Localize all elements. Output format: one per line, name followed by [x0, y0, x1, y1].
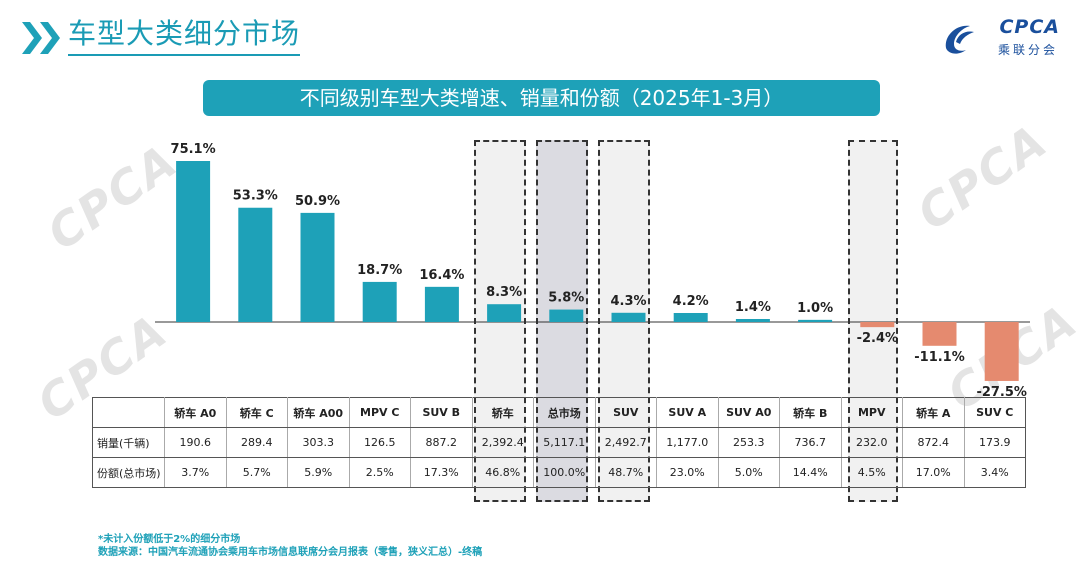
table-cell: 2,392.4: [471, 427, 534, 458]
bar-value-label-11: -2.4%: [857, 331, 898, 346]
bar-5: [487, 304, 522, 322]
table-header-cell: SUV B: [410, 397, 473, 428]
footnote: *未计入份额低于2%的细分市场 数据来源：中国汽车流通协会乘用车市场信息联席分会…: [98, 533, 482, 559]
table-cell: 887.2: [410, 427, 473, 458]
bar-13: [984, 322, 1019, 381]
bar-11: [860, 322, 895, 328]
bar-7: [611, 312, 646, 322]
table-cell: 173.9: [963, 427, 1026, 458]
footnote-line-1: *未计入份额低于2%的细分市场: [98, 534, 241, 545]
table-cell: 5.9%: [287, 457, 350, 488]
bar-4: [424, 286, 459, 322]
bar-8: [673, 312, 708, 322]
bar-10: [798, 319, 833, 322]
bar-value-label-1: 53.3%: [233, 189, 278, 204]
bar-12: [922, 322, 957, 346]
table-cell: 303.3: [287, 427, 350, 458]
table-row: 份额(总市场) 3.7% 5.7% 5.9% 2.5% 17.3% 46.8% 100.0% 4…: [92, 457, 1026, 488]
footnote-line-2: 数据来源：中国汽车流通协会乘用车市场信息联席分会月报表（零售，狭义汇总）-终稿: [98, 547, 483, 558]
table-header-cell: 轿车 A: [902, 397, 965, 428]
table-cell: 17.3%: [410, 457, 473, 488]
table-cell: 23.0%: [656, 457, 719, 488]
table-cell: 253.3: [717, 427, 780, 458]
table-cell: 2.5%: [348, 457, 411, 488]
logo-text: CPCA: [999, 16, 1060, 38]
bar-value-label-3: 18.7%: [357, 263, 402, 278]
table-header-row: 轿车 A0 轿车 C 轿车 A00 MPV C SUV B 轿车 总市场 SUV SUV A SU…: [92, 397, 1026, 428]
table-header-cell: 轿车: [471, 397, 534, 428]
table-cell: 872.4: [902, 427, 965, 458]
table-cell: 14.4%: [779, 457, 842, 488]
table-cell: 126.5: [348, 427, 411, 458]
chevron-right-icon: [40, 22, 60, 54]
bar-6: [549, 309, 584, 322]
table-header-blank: [92, 397, 165, 428]
table-cell: 736.7: [779, 427, 842, 458]
table-header-cell: MPV C: [348, 397, 411, 428]
logo-swirl-icon: [945, 25, 974, 54]
table-cell: 46.8%: [471, 457, 534, 488]
bar-2: [300, 212, 335, 322]
header: 车型大类细分市场 CPCA 乘联分会: [0, 0, 1080, 70]
bar-value-label-10: 1.0%: [797, 301, 833, 316]
table-header-cell: 总市场: [533, 397, 596, 428]
table-header-cell: MPV: [840, 397, 903, 428]
table-cell: 5,117.1: [533, 427, 596, 458]
table-cell: 3.7%: [164, 457, 227, 488]
bar-value-label-6: 5.8%: [548, 291, 584, 306]
table-cell: 100.0%: [533, 457, 596, 488]
table-cell: 232.0: [840, 427, 903, 458]
table-header-cell: SUV A: [656, 397, 719, 428]
bar-value-label-9: 1.4%: [735, 300, 771, 315]
bar-value-label-0: 75.1%: [171, 142, 216, 157]
table-cell: 4.5%: [840, 457, 903, 488]
bar-0: [176, 161, 211, 322]
table-row: 销量(千辆) 190.6 289.4 303.3 126.5 887.2 2,392.4 5,…: [92, 427, 1026, 458]
table-header-cell: SUV A0: [717, 397, 780, 428]
table-cell: 1,177.0: [656, 427, 719, 458]
table-cell: 48.7%: [594, 457, 657, 488]
bar-9: [735, 318, 770, 322]
bar-1: [238, 207, 273, 322]
table-cell: 5.7%: [225, 457, 288, 488]
data-table: 轿车 A0 轿车 C 轿车 A00 MPV C SUV B 轿车 总市场 SUV SUV A SU…: [92, 397, 1026, 488]
table-header-cell: 轿车 A0: [164, 397, 227, 428]
table-cell: 5.0%: [717, 457, 780, 488]
table-header-cell: SUV C: [963, 397, 1026, 428]
table-cell: 289.4: [225, 427, 288, 458]
bar-value-label-2: 50.9%: [295, 194, 340, 209]
table-header-cell: 轿车 C: [225, 397, 288, 428]
chevron-right-icon: [22, 22, 42, 54]
page-title: 车型大类细分市场: [68, 16, 301, 56]
bar-value-label-13: -27.5%: [976, 385, 1027, 400]
bar-value-label-12: -11.1%: [914, 350, 965, 365]
bar-3: [362, 281, 397, 322]
chart-banner-title: 不同级别车型大类增速、销量和份额（2025年1-3月）: [203, 80, 880, 116]
table-row-label: 份额(总市场): [92, 457, 165, 488]
bar-value-label-7: 4.3%: [610, 294, 646, 309]
table-header-cell: 轿车 B: [779, 397, 842, 428]
table-row-label: 销量(千辆): [92, 427, 165, 458]
table-cell: 190.6: [164, 427, 227, 458]
cpca-logo: CPCA 乘联分会: [942, 16, 1060, 60]
table-cell: 3.4%: [963, 457, 1026, 488]
bar-value-label-5: 8.3%: [486, 285, 522, 300]
bar-value-label-4: 16.4%: [419, 268, 464, 283]
logo-subtext: 乘联分会: [997, 43, 1058, 57]
table-cell: 17.0%: [902, 457, 965, 488]
table-cell: 2,492.7: [594, 427, 657, 458]
table-header-cell: 轿车 A00: [287, 397, 350, 428]
table-header-cell: SUV: [594, 397, 657, 428]
bar-value-label-8: 4.2%: [673, 294, 709, 309]
